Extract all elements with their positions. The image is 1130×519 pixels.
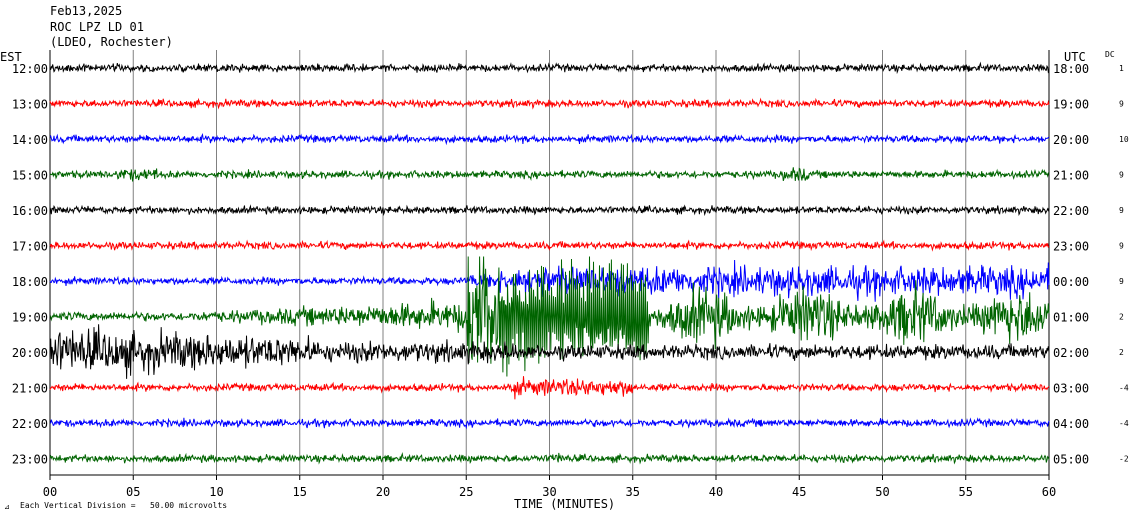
seismogram-trace: [49, 61, 1050, 75]
x-tick-label: 25: [459, 485, 473, 499]
calibration-icon: ⊿: [4, 503, 10, 511]
seismogram-trace: [49, 259, 1050, 302]
utc-hour-label: 05:00: [1053, 453, 1089, 467]
utc-hour-label: 21:00: [1053, 169, 1089, 183]
est-hour-label: 16:00: [12, 204, 48, 218]
dc-axis-label: DC: [1105, 50, 1115, 59]
seismogram-trace: [49, 97, 1050, 110]
x-tick-label: 55: [959, 485, 973, 499]
x-tick-label: 20: [376, 485, 390, 499]
dc-offset-label: 9: [1119, 100, 1124, 109]
utc-axis-label: UTC: [1064, 50, 1086, 64]
utc-hour-label: 18:00: [1053, 62, 1089, 76]
est-hour-label: 13:00: [12, 98, 48, 112]
utc-hour-label: 00:00: [1053, 275, 1089, 289]
x-tick-label: 60: [1042, 485, 1056, 499]
x-tick-label: 45: [792, 485, 806, 499]
utc-hour-label: 04:00: [1053, 417, 1089, 431]
utc-hour-label: 23:00: [1053, 240, 1089, 254]
x-tick-label: 35: [626, 485, 640, 499]
est-hour-label: 17:00: [12, 240, 48, 254]
x-tick-label: 30: [542, 485, 556, 499]
record-date: Feb13,2025: [50, 4, 123, 18]
dc-offset-label: 9: [1119, 171, 1124, 180]
dc-offset-label: 2: [1119, 313, 1124, 322]
dc-offset-label: 2: [1119, 348, 1124, 357]
seismogram-trace: [49, 417, 1050, 430]
dc-offset-label: 9: [1119, 277, 1124, 286]
est-hour-label: 22:00: [12, 417, 48, 431]
dc-offset-label: 1: [1119, 64, 1124, 73]
utc-hour-label: 01:00: [1053, 311, 1089, 325]
dc-offset-label: 9: [1119, 242, 1124, 251]
est-hour-label: 19:00: [12, 311, 48, 325]
dc-offset-label: -4: [1119, 419, 1129, 428]
x-tick-label: 40: [709, 485, 723, 499]
x-tick-label: 00: [43, 485, 57, 499]
time-grid: [49, 50, 1050, 480]
seismogram-trace: [49, 324, 1050, 379]
est-axis-label: EST: [0, 50, 22, 64]
vertical-division-note: Each Vertical Division = 50.00 microvolt…: [20, 501, 227, 510]
seismogram-trace: [49, 204, 1050, 217]
est-hour-label: 12:00: [12, 62, 48, 76]
network-name: (LDEO, Rochester): [50, 35, 173, 49]
seismogram-trace: [49, 256, 1050, 377]
dc-offset-label: -4: [1119, 384, 1129, 393]
utc-hour-label: 02:00: [1053, 346, 1089, 360]
station-code: ROC LPZ LD 01: [50, 20, 144, 34]
seismogram-trace: [49, 239, 1050, 252]
seismogram-trace: [49, 132, 1050, 146]
est-hour-label: 21:00: [12, 382, 48, 396]
dc-offset-label: 9: [1119, 206, 1124, 215]
dc-offset-label: -2: [1119, 455, 1129, 464]
seismogram-trace: [49, 451, 1050, 465]
est-hour-label: 18:00: [12, 275, 48, 289]
dc-offset-label: 10: [1119, 135, 1129, 144]
x-tick-label: 10: [209, 485, 223, 499]
x-axis-title: TIME (MINUTES): [514, 497, 615, 511]
seismogram-traces: [49, 61, 1050, 465]
utc-hour-label: 19:00: [1053, 98, 1089, 112]
utc-hour-label: 22:00: [1053, 204, 1089, 218]
utc-hour-label: 20:00: [1053, 133, 1089, 147]
utc-hour-label: 03:00: [1053, 382, 1089, 396]
est-hour-label: 15:00: [12, 169, 48, 183]
est-hour-label: 14:00: [12, 133, 48, 147]
x-tick-label: 50: [875, 485, 889, 499]
seismogram-trace: [49, 167, 1050, 182]
x-tick-label: 05: [126, 485, 140, 499]
axis-labels: EST UTC DC TIME (MINUTES) ⊿ Each Vertica…: [0, 50, 1129, 511]
seismogram-trace: [49, 376, 1050, 400]
est-hour-label: 20:00: [12, 346, 48, 360]
x-tick-label: 15: [293, 485, 307, 499]
est-hour-label: 23:00: [12, 453, 48, 467]
